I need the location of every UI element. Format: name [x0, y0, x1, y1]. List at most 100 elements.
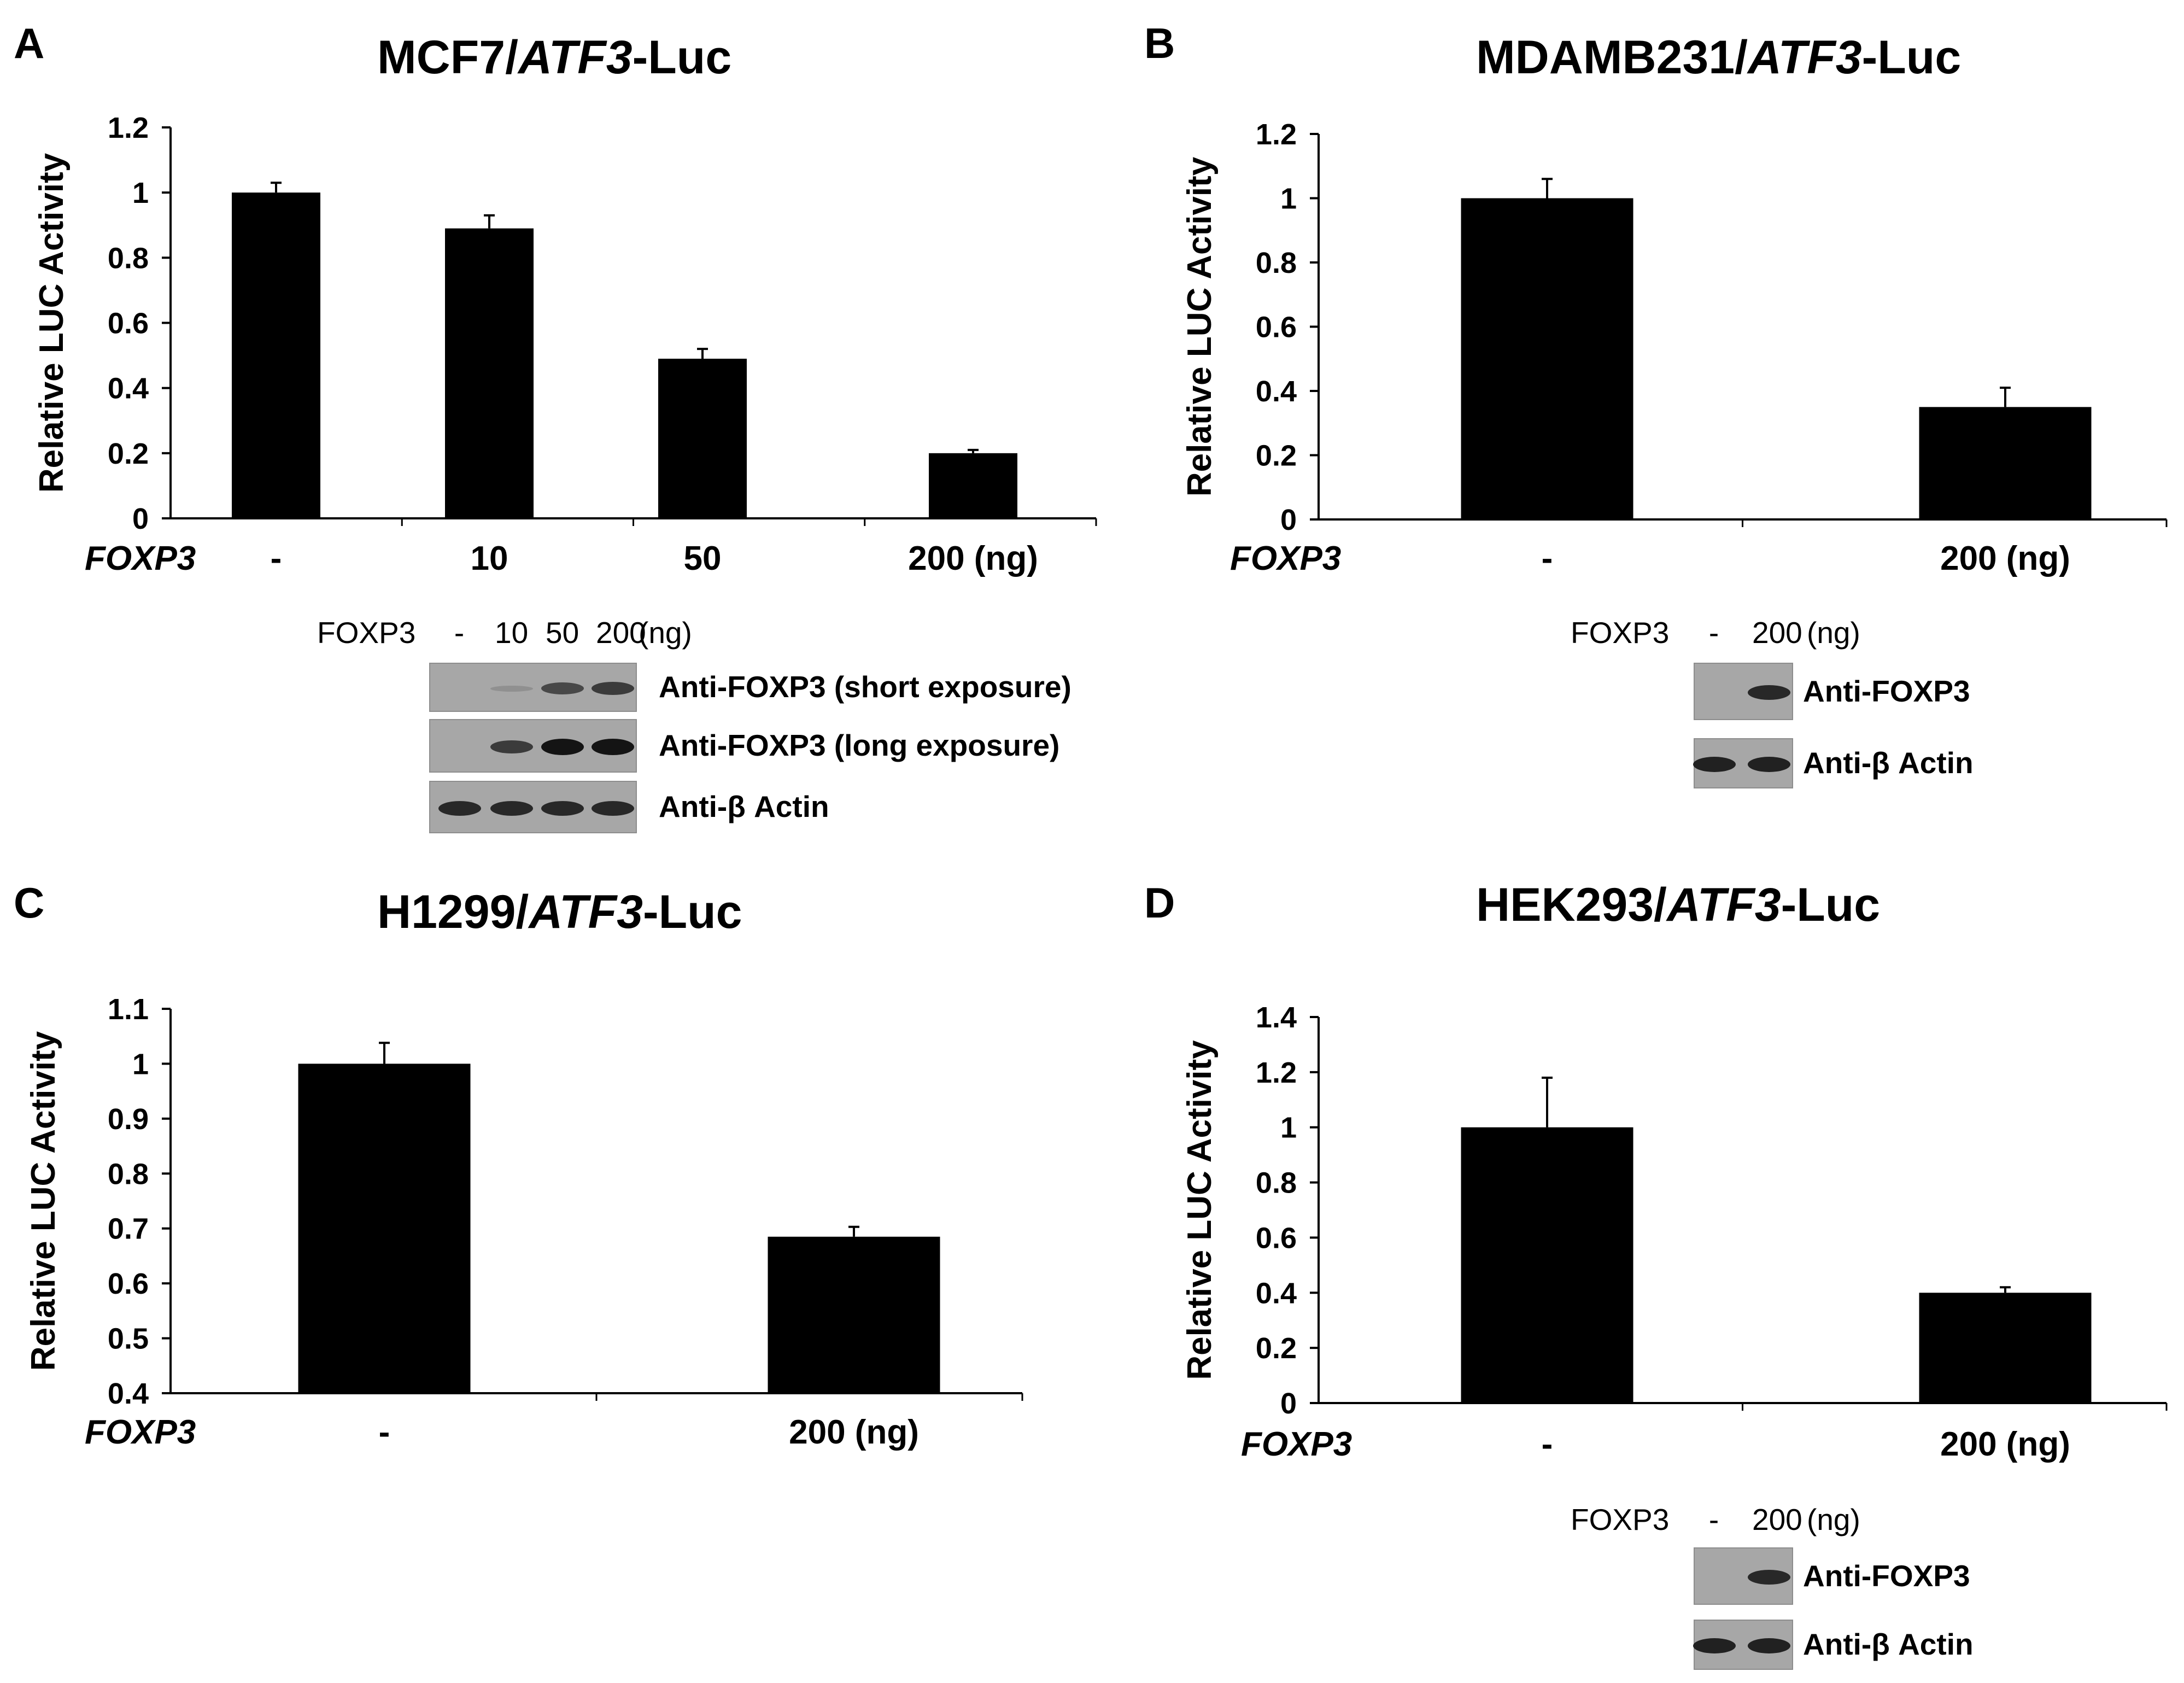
blot-strip: [429, 719, 637, 773]
blot-unit-label: (ng): [1807, 616, 1860, 650]
bar: [232, 192, 320, 519]
chart-title: MDAMB231/ATF3-Luc: [1476, 34, 1961, 81]
bar: [658, 359, 747, 518]
x-axis-treatment-label: FOXP3: [85, 540, 196, 577]
x-axis-treatment-label: FOXP3: [85, 1413, 196, 1451]
y-tick-label: 0.2: [108, 437, 149, 470]
y-tick-label: 1.2: [1256, 118, 1297, 151]
y-tick-label: 1.4: [1256, 1001, 1297, 1034]
bar: [1919, 1293, 2092, 1403]
y-tick-label: 0.8: [108, 242, 149, 274]
x-tick-label: 200 (ng): [1940, 1425, 2070, 1463]
y-tick-label: 0.6: [108, 1267, 149, 1300]
chart-title: H1299/ATF3-Luc: [377, 889, 742, 936]
bar: [768, 1236, 940, 1393]
y-tick-label: 0.6: [1256, 1222, 1297, 1254]
y-tick-label: 0: [1280, 504, 1297, 536]
blot-strip: [429, 663, 637, 712]
blot-strip: [1694, 1547, 1793, 1605]
title-prefix: H1299/: [377, 886, 529, 938]
y-tick-label: 0.4: [108, 372, 149, 405]
blot-lane-label: -: [1708, 1503, 1719, 1536]
y-tick-label: 1: [1280, 1112, 1297, 1144]
blot-antibody-label: Anti-β Actin: [659, 790, 829, 823]
y-tick-label: 0.4: [1256, 1277, 1297, 1310]
bar: [445, 228, 534, 518]
bar: [1461, 198, 1633, 519]
y-tick-label: 0.4: [1256, 375, 1297, 408]
blot-band: [1748, 685, 1790, 700]
x-tick-label: 10: [471, 540, 508, 577]
title-suffix: -Luc: [632, 31, 732, 84]
x-tick-label: 200 (ng): [789, 1413, 919, 1451]
blot-antibody-label: Anti-FOXP3: [1803, 1558, 1970, 1593]
bar: [1461, 1127, 1633, 1403]
blot-lane-label: 200: [1752, 1503, 1802, 1536]
blot-lane-label: -: [1708, 616, 1719, 650]
x-tick-label: 200 (ng): [908, 540, 1038, 577]
x-axis-treatment-label: FOXP3: [1241, 1425, 1352, 1463]
blot-band: [592, 800, 634, 816]
y-tick-label: 0.6: [108, 307, 149, 340]
blot-strip: [1693, 1620, 1793, 1670]
blot-band: [1748, 757, 1790, 772]
x-tick-label: 200 (ng): [1940, 540, 2070, 577]
y-tick-label: 1: [1280, 183, 1297, 215]
y-tick-label: 0.8: [1256, 1167, 1297, 1200]
chart-title: MCF7/ATF3-Luc: [377, 34, 731, 81]
panel-letter: C: [14, 879, 45, 927]
y-tick-label: 1.2: [1256, 1056, 1297, 1089]
y-tick-label: 1.1: [108, 993, 149, 1026]
title-prefix: MCF7/: [377, 31, 518, 84]
y-axis-label: Relative LUC Activity: [1181, 156, 1219, 496]
y-axis-label: Relative LUC Activity: [25, 1031, 62, 1371]
blot-band: [490, 740, 533, 753]
x-tick-label: -: [271, 540, 282, 577]
blot-header-label: FOXP3: [1571, 616, 1670, 650]
blot-lane-label: 10: [495, 616, 529, 650]
blot-antibody-label: Anti-β Actin: [1803, 1627, 1974, 1661]
blot-band: [490, 800, 533, 816]
x-tick-label: -: [379, 1413, 390, 1451]
blot-band: [541, 739, 584, 755]
blot-antibody-label: Anti-FOXP3: [1803, 674, 1970, 708]
y-tick-label: 0: [1280, 1387, 1297, 1420]
blot-band: [541, 682, 584, 694]
x-tick-label: -: [1542, 1425, 1553, 1463]
title-prefix: MDAMB231/: [1476, 31, 1748, 84]
blot-band: [438, 800, 481, 816]
title-gene: ATF3: [1666, 879, 1781, 931]
blot-band: [1693, 757, 1736, 772]
y-tick-label: 0.2: [1256, 440, 1297, 472]
blot-antibody-label: Anti-FOXP3 (short exposure): [659, 670, 1071, 704]
blot-unit-label: (ng): [1807, 1503, 1860, 1536]
title-suffix: -Luc: [1861, 31, 1961, 84]
y-tick-label: 0.2: [1256, 1332, 1297, 1365]
y-tick-label: 1: [132, 1048, 149, 1080]
y-tick-label: 0.9: [108, 1103, 149, 1136]
bar: [929, 453, 1017, 518]
blot-strip: [1693, 738, 1793, 788]
blot-band: [1693, 1638, 1736, 1653]
x-tick-label: -: [1542, 540, 1553, 577]
x-axis-treatment-label: FOXP3: [1230, 540, 1341, 577]
blot-band: [592, 682, 634, 695]
blot-antibody-label: Anti-FOXP3 (long exposure): [659, 728, 1060, 762]
y-tick-label: 0.5: [108, 1323, 149, 1355]
blot-lane-label: -: [454, 616, 465, 650]
blot-lane-label: 50: [546, 616, 579, 650]
chart-title: HEK293/ATF3-Luc: [1476, 881, 1880, 928]
blot-header-label: FOXP3: [317, 616, 416, 650]
panel-letter: B: [1144, 19, 1175, 67]
bar: [298, 1063, 471, 1393]
blot-band: [592, 739, 634, 755]
title-gene: ATF3: [518, 31, 633, 84]
blot-strip: [1694, 663, 1793, 720]
title-prefix: HEK293/: [1476, 879, 1667, 931]
y-axis-label: Relative LUC Activity: [1181, 1040, 1219, 1380]
y-tick-label: 0: [132, 502, 149, 535]
y-axis-label: Relative LUC Activity: [33, 153, 71, 493]
